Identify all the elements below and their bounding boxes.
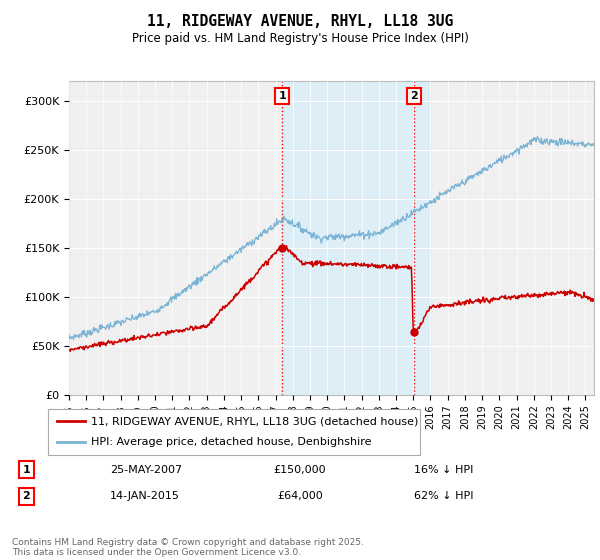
Text: 2: 2 (410, 91, 418, 101)
Text: 62% ↓ HPI: 62% ↓ HPI (414, 491, 474, 501)
Text: Contains HM Land Registry data © Crown copyright and database right 2025.
This d: Contains HM Land Registry data © Crown c… (12, 538, 364, 557)
Text: 11, RIDGEWAY AVENUE, RHYL, LL18 3UG (detached house): 11, RIDGEWAY AVENUE, RHYL, LL18 3UG (det… (91, 416, 418, 426)
Text: 14-JAN-2015: 14-JAN-2015 (110, 491, 180, 501)
Text: Price paid vs. HM Land Registry's House Price Index (HPI): Price paid vs. HM Land Registry's House … (131, 32, 469, 45)
Text: HPI: Average price, detached house, Denbighshire: HPI: Average price, detached house, Denb… (91, 437, 371, 447)
Text: £150,000: £150,000 (274, 465, 326, 475)
Bar (282, 81, 431, 395)
FancyBboxPatch shape (48, 409, 420, 455)
Text: 25-MAY-2007: 25-MAY-2007 (110, 465, 182, 475)
Text: 2: 2 (23, 491, 30, 501)
Text: 16% ↓ HPI: 16% ↓ HPI (415, 465, 473, 475)
Text: 1: 1 (278, 91, 286, 101)
Text: £64,000: £64,000 (277, 491, 323, 501)
Text: 11, RIDGEWAY AVENUE, RHYL, LL18 3UG: 11, RIDGEWAY AVENUE, RHYL, LL18 3UG (147, 14, 453, 29)
Text: 1: 1 (23, 465, 30, 475)
